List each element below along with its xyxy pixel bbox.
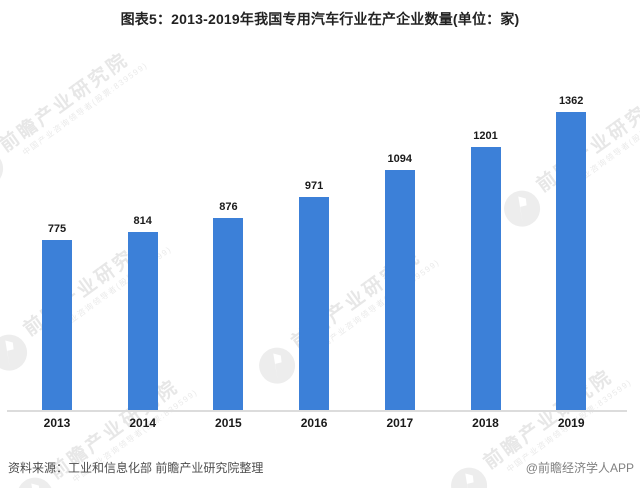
x-tick-label: 2019 (557, 416, 585, 430)
x-axis-line (7, 410, 627, 412)
x-tick-label: 2013 (43, 416, 71, 430)
bar-value-label: 876 (219, 201, 238, 213)
x-tick-label: 2017 (386, 416, 414, 430)
bar-value-label: 1362 (558, 95, 584, 107)
x-tick-label: 2014 (129, 416, 157, 430)
bar-2017 (384, 170, 415, 410)
data-source-note: 资料来源：工业和信息化部 前瞻产业研究院整理 (8, 461, 264, 475)
bar-value-label: 775 (47, 223, 67, 235)
bar-2018 (470, 147, 501, 410)
x-tick-label: 2016 (300, 416, 328, 430)
x-tick-label: 2015 (215, 416, 242, 430)
chart-title: 图表5：2013-2019年我国专用汽车行业在产企业数量(单位：家) (120, 11, 520, 27)
bar-2015 (213, 218, 244, 410)
bar-2019 (556, 112, 587, 410)
bar-2014 (127, 232, 158, 410)
bar-value-label: 971 (304, 180, 324, 192)
bar-2013 (42, 240, 72, 410)
bar-value-label: 814 (133, 215, 152, 227)
bar-value-label: 1201 (473, 130, 498, 142)
bar-2016 (299, 197, 330, 410)
brand-credit: @前瞻经济学人APP (525, 461, 634, 475)
x-tick-label: 2018 (472, 416, 499, 430)
bar-value-label: 1094 (387, 153, 413, 165)
